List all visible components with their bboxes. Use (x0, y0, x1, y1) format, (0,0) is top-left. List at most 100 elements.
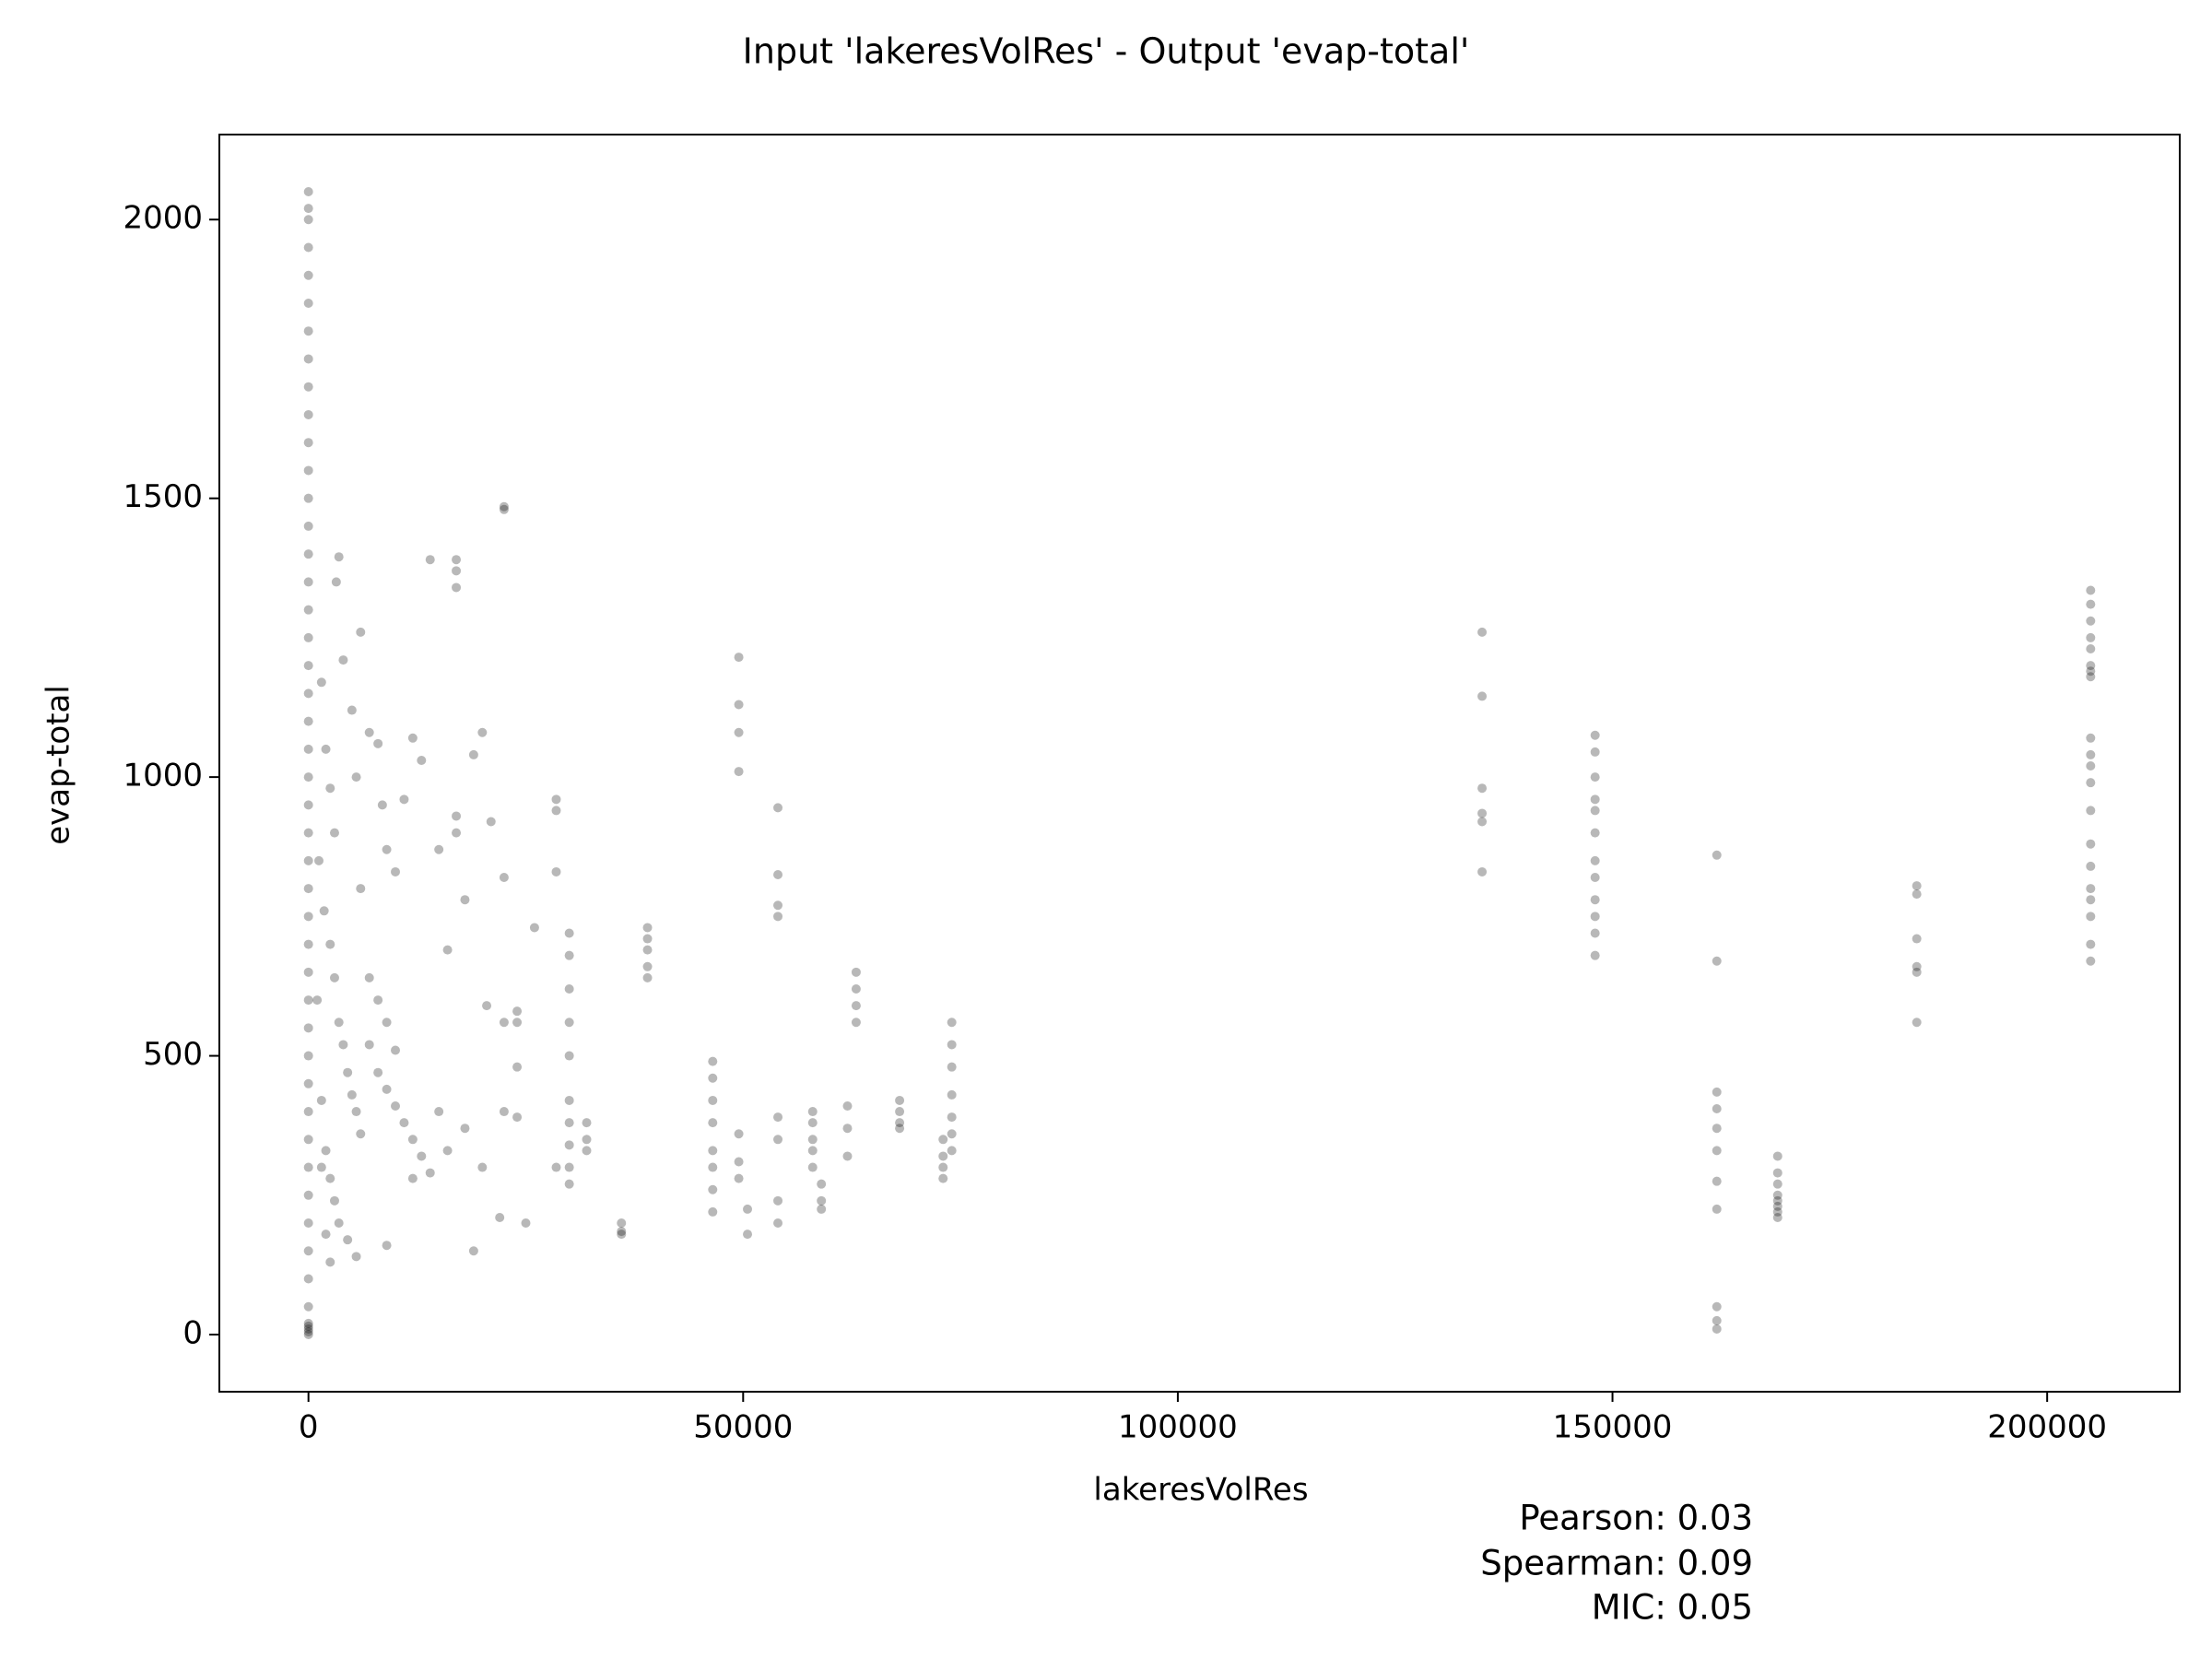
point (807, 1107, 818, 1117)
point (303, 1321, 313, 1331)
point (1912, 967, 1922, 977)
point (373, 1067, 383, 1077)
point (314, 855, 324, 865)
point (331, 577, 341, 587)
point (938, 1162, 948, 1172)
point (2086, 599, 2096, 609)
point (1772, 1206, 1783, 1217)
point (364, 972, 374, 982)
y-tick-label: 1000 (123, 758, 203, 794)
point (1712, 1301, 1722, 1312)
point (1712, 956, 1722, 966)
point (391, 1101, 401, 1111)
point (564, 1140, 574, 1150)
point (329, 972, 339, 982)
point (817, 1204, 827, 1214)
point (373, 995, 383, 1006)
point (468, 1246, 478, 1256)
point (1590, 794, 1600, 805)
point (734, 727, 744, 737)
point (512, 1112, 523, 1123)
point (303, 605, 313, 615)
point (1772, 1168, 1783, 1178)
point (851, 967, 861, 977)
point (303, 661, 313, 671)
point (499, 873, 509, 882)
point (325, 939, 335, 949)
point (642, 934, 653, 944)
point (303, 855, 313, 865)
point (356, 884, 366, 894)
point (2086, 733, 2096, 743)
point (1712, 1315, 1722, 1325)
point (564, 983, 574, 994)
point (521, 1218, 531, 1229)
point (947, 1112, 957, 1123)
point (734, 653, 744, 663)
point (303, 204, 313, 214)
point (303, 967, 313, 977)
point (495, 1212, 505, 1222)
point (582, 1146, 592, 1156)
point (2086, 672, 2096, 682)
point (1590, 912, 1600, 922)
point (582, 1118, 592, 1128)
point (373, 738, 383, 748)
point (512, 1062, 523, 1072)
point (734, 1129, 744, 1139)
point (338, 1040, 348, 1050)
point (734, 767, 744, 777)
point (325, 1257, 335, 1267)
point (564, 928, 574, 938)
x-tick-label: 100000 (1118, 1409, 1238, 1446)
point (356, 1129, 366, 1139)
point (551, 794, 561, 805)
point (499, 1018, 509, 1028)
point (1772, 1179, 1783, 1189)
point (1912, 1018, 1922, 1028)
point (2086, 839, 2096, 849)
point (382, 1084, 392, 1094)
annotation: Spearman: 0.09 (1480, 1544, 1753, 1583)
annotation: Pearson: 0.03 (1519, 1499, 1753, 1538)
point (417, 755, 427, 765)
point (303, 912, 313, 922)
point (617, 1218, 627, 1229)
point (303, 632, 313, 642)
point (734, 1157, 744, 1167)
point (417, 1151, 427, 1161)
point (1712, 1146, 1722, 1156)
point (773, 869, 783, 879)
point (895, 1118, 905, 1128)
point (303, 242, 313, 253)
point (773, 1218, 783, 1229)
point (564, 1179, 574, 1189)
point (482, 1001, 492, 1011)
point (734, 1173, 744, 1183)
y-tick-label: 0 (182, 1315, 203, 1352)
point (708, 1184, 718, 1194)
point (407, 1173, 418, 1183)
point (773, 1135, 783, 1145)
point (564, 1095, 574, 1105)
point (2086, 666, 2096, 677)
point (316, 677, 326, 688)
point (303, 800, 313, 810)
point (442, 1146, 453, 1156)
point (807, 1146, 818, 1156)
point (807, 1118, 818, 1128)
point (452, 566, 462, 576)
point (329, 828, 339, 838)
point (938, 1135, 948, 1145)
point (617, 1227, 627, 1237)
x-axis-label: lakeresVolRes (1093, 1472, 1308, 1509)
x-tick-label: 0 (299, 1409, 319, 1446)
point (2086, 632, 2096, 642)
point (938, 1151, 948, 1161)
point (2086, 956, 2096, 966)
point (303, 298, 313, 308)
point (364, 1040, 374, 1050)
x-tick-label: 50000 (693, 1409, 793, 1446)
